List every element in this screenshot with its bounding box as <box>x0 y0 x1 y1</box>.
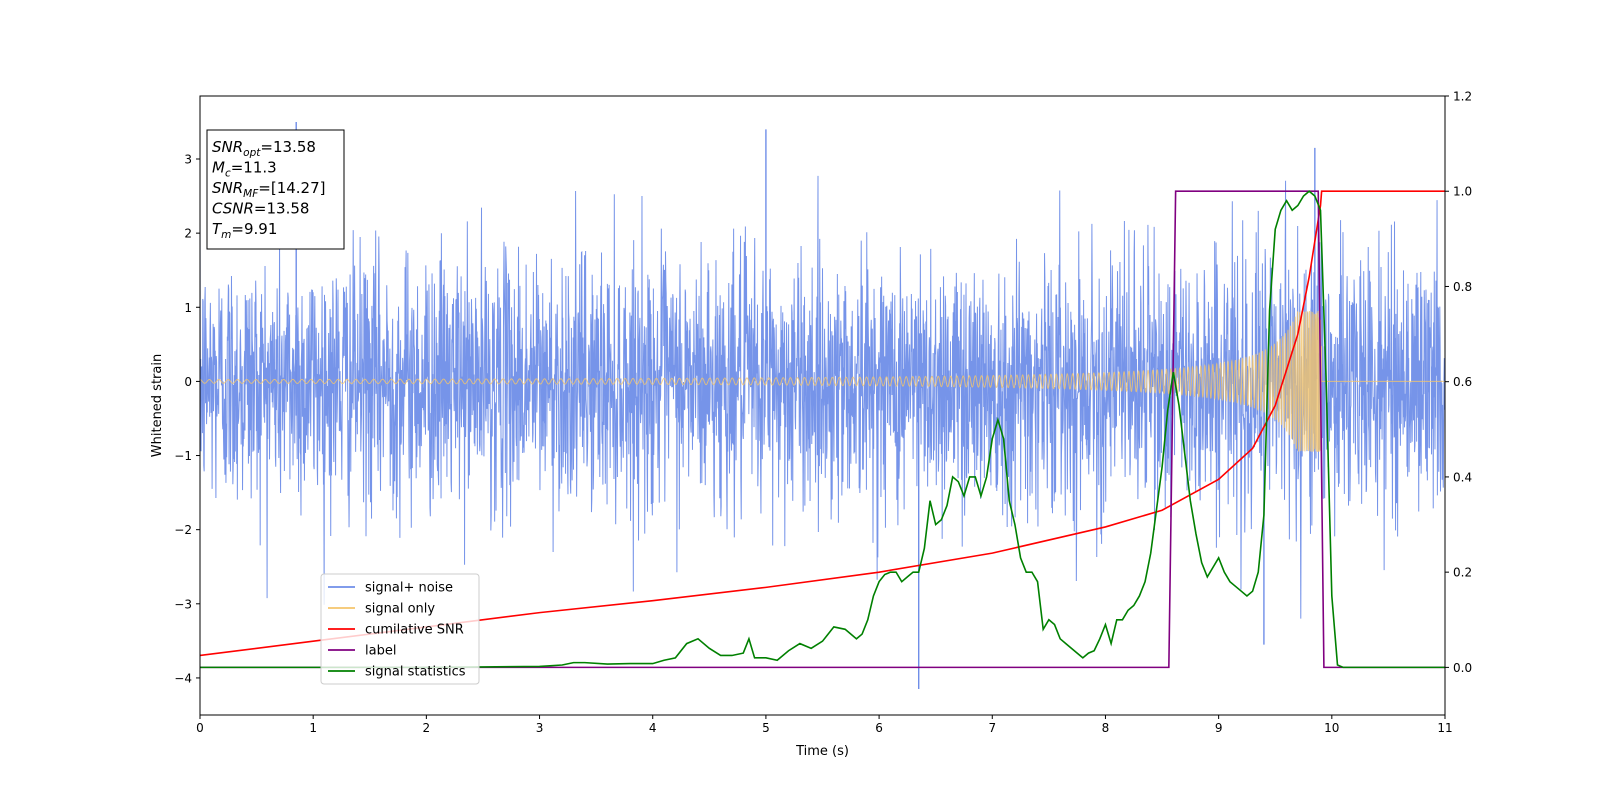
axes: 0 1 2 3 4 5 6 7 8 9 10 11 −4 −3 −2 −1 0 1 2 3 0.0 0.2 0.4 0.6 0.… <box>174 90 1472 736</box>
annotation-symbol: T <box>212 220 223 238</box>
annotation-value: =13.58 <box>260 138 316 156</box>
legend-label: label <box>365 644 396 659</box>
x-tick-label: 10 <box>1324 721 1339 735</box>
annotation-value: =13.58 <box>254 200 310 218</box>
series-signal-statistics <box>200 190 1445 669</box>
y2-tick-label: 1.2 <box>1453 90 1472 104</box>
x-tick-label: 7 <box>988 721 996 735</box>
annotation-subscript: opt <box>243 147 261 159</box>
legend-label: signal only <box>365 602 435 617</box>
stats-annotation: SNRopt=13.58Mc=11.3SNRMF=[14.27]CSNR=13.… <box>206 129 345 250</box>
x-tick-label: 9 <box>1215 721 1223 735</box>
annotation-value: =11.3 <box>231 159 277 177</box>
x-tick-label: 3 <box>536 721 544 735</box>
y2-tick-label: 0.2 <box>1453 566 1472 580</box>
plot-area <box>200 121 1445 690</box>
x-tick-label: 1 <box>309 721 317 735</box>
series-cumulative-snr <box>200 190 1445 657</box>
x-tick-label: 5 <box>762 721 770 735</box>
series-signal-noise <box>200 175 1445 619</box>
y-tick-label: 3 <box>184 153 192 167</box>
y2-tick-label: 1.0 <box>1453 185 1472 199</box>
series-signal-only <box>200 310 1445 452</box>
legend-frame <box>320 573 480 685</box>
y-tick-label: −1 <box>174 449 192 463</box>
y2-tick-label: 0.0 <box>1453 661 1472 675</box>
annotation-symbol: SNR <box>212 138 243 156</box>
annotation-subscript: c <box>225 168 231 180</box>
annotation-value: =[14.27] <box>258 179 325 197</box>
legend: signal+ noise signal only cumilative SNR la… <box>320 573 480 685</box>
legend-label: cumilative SNR <box>365 623 464 638</box>
x-tick-label: 8 <box>1102 721 1110 735</box>
annotation-line: Mc=11.3 <box>212 159 277 180</box>
x-tick-label: 4 <box>649 721 657 735</box>
y2-tick-label: 0.6 <box>1453 375 1472 389</box>
x-tick-label: 6 <box>875 721 883 735</box>
annotation-symbol: M <box>212 159 225 177</box>
annotation-line: SNRopt=13.58 <box>212 138 316 159</box>
annotation-subscript: m <box>221 229 231 241</box>
y-tick-label: −4 <box>174 671 192 685</box>
legend-label: signal+ noise <box>365 581 453 596</box>
annotation-value: =9.91 <box>231 220 277 238</box>
annotation-subscript: MF <box>243 188 259 200</box>
y-tick-label: −2 <box>174 523 192 537</box>
x-axis-label: Time (s) <box>795 744 849 759</box>
axes-frame <box>199 95 1446 716</box>
y-tick-label: 2 <box>184 227 192 241</box>
y-axis-label: Whitened strain <box>150 354 165 457</box>
annotation-symbol: CSNR <box>212 200 254 218</box>
x-tick-label: 0 <box>196 721 204 735</box>
y2-tick-label: 0.8 <box>1453 280 1472 294</box>
y-tick-label: 1 <box>184 301 192 315</box>
y2-tick-label: 0.4 <box>1453 470 1472 484</box>
annotation-box <box>206 129 345 250</box>
annotation-symbol: SNR <box>212 179 243 197</box>
y-tick-label: −3 <box>174 597 192 611</box>
y-tick-label: 0 <box>184 375 192 389</box>
annotation-line: Tm=9.91 <box>212 220 277 241</box>
x-tick-label: 11 <box>1437 721 1452 735</box>
annotation-line: SNRMF=[14.27] <box>212 179 326 200</box>
legend-label: signal statistics <box>365 665 466 680</box>
x-tick-label: 2 <box>423 721 431 735</box>
annotation-line: CSNR=13.58 <box>212 200 309 218</box>
